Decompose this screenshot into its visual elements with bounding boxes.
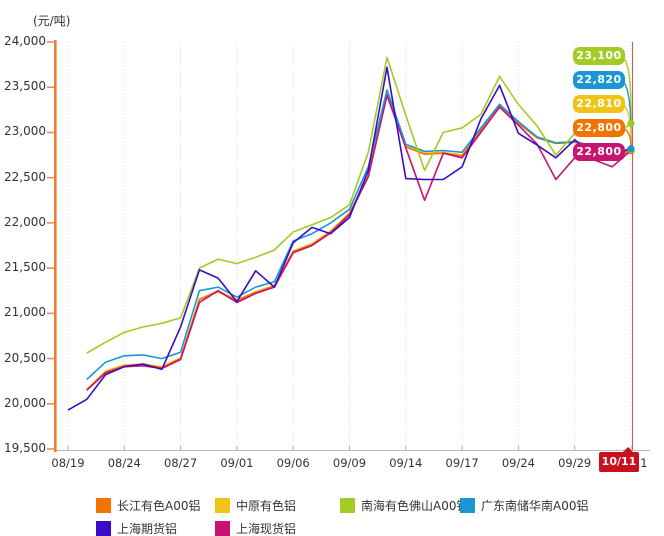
legend-swatch-zhongyuan — [215, 497, 230, 513]
legend-label-shanghai-futures: 上海期货铝 — [117, 521, 178, 536]
legend-label-shanghai-spot: 上海现货铝 — [236, 521, 297, 536]
x-tick-label: 09/14 — [389, 456, 423, 470]
x-tick-label: 09/01 — [220, 456, 254, 470]
y-tick-label: 21,000 — [4, 305, 46, 320]
y-tick-label: 21,500 — [4, 260, 46, 275]
x-tick-label: 09/06 — [276, 456, 310, 470]
end-value-label-guangdong: 22,820 — [573, 71, 625, 89]
series-line-changjiang — [86, 93, 632, 391]
series-line-shanghai-spot — [86, 94, 632, 391]
series-end-dot-guangdong — [627, 144, 635, 153]
series-line-guangdong — [86, 89, 632, 380]
series-line-shanghai-futures — [67, 66, 632, 411]
end-value-label-zhongyuan: 22,810 — [573, 95, 625, 113]
x-tick-label: 09/24 — [501, 456, 535, 470]
y-tick-label: 19,500 — [4, 441, 46, 455]
legend-item-guangdong[interactable]: 广东南储华南A00铝 — [460, 497, 588, 513]
legend-swatch-changjiang — [96, 497, 111, 513]
legend-swatch-shanghai-spot — [215, 520, 230, 536]
legend-item-shanghai-futures[interactable]: 上海期货铝 — [96, 520, 177, 536]
legend-item-zhongyuan[interactable]: 中原有色铝 — [215, 497, 296, 513]
x-tick-label: 08/19 — [51, 456, 85, 470]
legend-label-nanhai: 南海有色佛山A00铝 — [361, 498, 469, 513]
legend-label-zhongyuan: 中原有色铝 — [236, 498, 297, 513]
end-value-label-shanghai-spot: 22,800 — [573, 143, 625, 161]
x-tick-label: 08/24 — [107, 456, 141, 470]
end-label-leader — [619, 79, 632, 149]
y-tick-label: 20,500 — [4, 350, 46, 365]
x-tick-label: 08/27 — [164, 456, 198, 470]
x-tick-label: 09/29 — [558, 456, 592, 470]
y-tick-label: 22,000 — [4, 214, 46, 229]
end-label-leader — [619, 55, 632, 124]
legend-swatch-nanhai — [340, 497, 355, 513]
x-tick-label: 09/17 — [445, 456, 479, 470]
legend-swatch-guangdong — [460, 497, 475, 513]
end-value-label-nanhai: 23,100 — [573, 47, 625, 65]
crosshair-date-callout: 10/11 — [599, 447, 639, 472]
series-line-zhongyuan — [86, 92, 632, 390]
y-axis-line — [54, 40, 57, 452]
y-tick-label: 23,000 — [4, 124, 46, 139]
y-tick-label: 20,000 — [4, 395, 46, 410]
legend-item-shanghai-spot[interactable]: 上海现货铝 — [215, 520, 296, 536]
y-axis-unit-label: (元/吨) — [33, 14, 71, 28]
series-end-dot-nanhai — [627, 119, 635, 128]
legend-label-guangdong: 广东南储华南A00铝 — [481, 498, 589, 513]
y-tick-label: 24,000 — [4, 34, 46, 48]
series-line-nanhai — [86, 56, 632, 354]
x-tick-label: 09/09 — [332, 456, 367, 470]
y-tick-label: 22,500 — [4, 169, 46, 184]
legend-item-nanhai[interactable]: 南海有色佛山A00铝 — [340, 497, 468, 513]
end-value-label-changjiang: 22,800 — [573, 119, 625, 137]
legend-label-changjiang: 长江有色A00铝 — [117, 498, 201, 513]
legend-swatch-shanghai-futures — [96, 520, 111, 536]
y-tick-label: 23,500 — [4, 79, 46, 94]
legend-item-changjiang[interactable]: 长江有色A00铝 — [96, 497, 200, 513]
